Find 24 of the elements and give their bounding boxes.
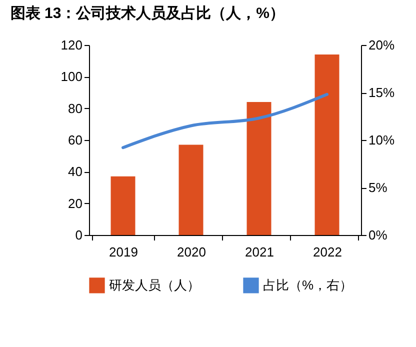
x-tick-label: 2020 bbox=[177, 244, 206, 260]
y-tick-label: 0 bbox=[75, 228, 82, 242]
y-tick-label: 60 bbox=[68, 132, 82, 148]
bar bbox=[110, 176, 136, 235]
x-tick-label: 2019 bbox=[109, 244, 138, 260]
x-tick-label: 2021 bbox=[245, 244, 274, 260]
x-tick-label: 2022 bbox=[313, 244, 342, 260]
bar bbox=[246, 102, 272, 235]
bar bbox=[178, 144, 204, 235]
y-tick-label: 20 bbox=[68, 196, 82, 211]
y2-tick-label: 10% bbox=[368, 132, 395, 148]
y-tick-label: 40 bbox=[68, 164, 82, 180]
y2-tick-label: 0% bbox=[368, 228, 388, 242]
y-tick-label: 100 bbox=[60, 69, 82, 84]
legend-label: 占比（%，右） bbox=[263, 277, 353, 292]
chart-title: 图表 13：公司技术人员及占比（人，%） bbox=[10, 5, 285, 22]
bar bbox=[314, 54, 340, 235]
line-series bbox=[122, 92, 328, 150]
y-tick-label: 120 bbox=[60, 38, 82, 52]
y-tick-label: 80 bbox=[68, 100, 82, 116]
y2-tick-label: 15% bbox=[368, 85, 395, 100]
y2-tick-label: 5% bbox=[368, 180, 388, 195]
legend-label: 研发人员（人） bbox=[109, 277, 200, 292]
y2-tick-label: 20% bbox=[368, 38, 395, 52]
